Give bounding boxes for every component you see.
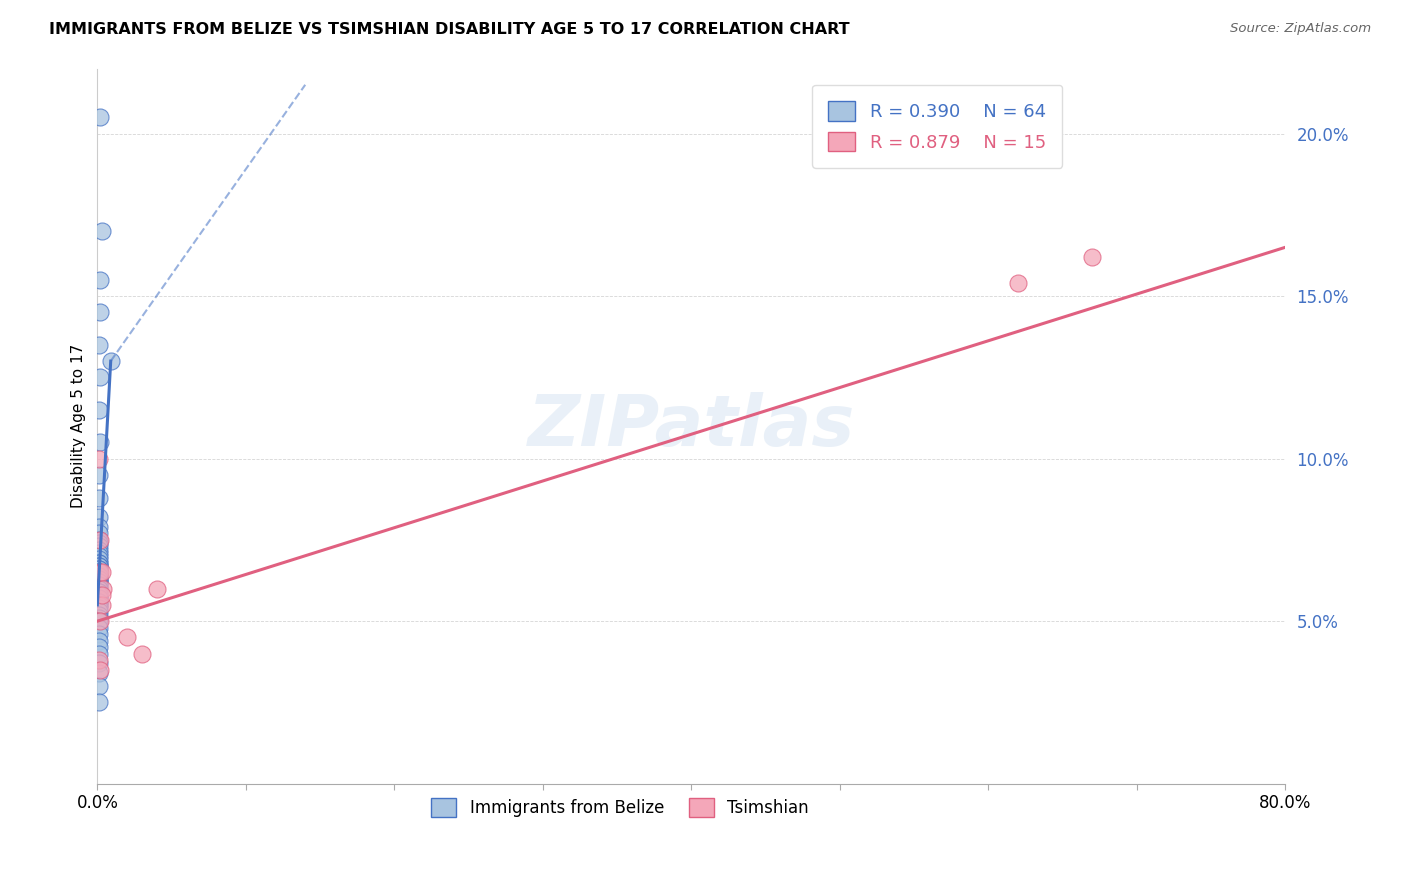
Point <box>87 540 110 554</box>
Point <box>87 562 110 576</box>
Point <box>87 552 110 566</box>
Point <box>87 627 110 641</box>
Point <box>87 582 110 596</box>
Point <box>87 588 110 602</box>
Point <box>87 467 110 482</box>
Point <box>89 370 111 384</box>
Point <box>145 582 167 596</box>
Point <box>87 614 110 628</box>
Text: ZIPatlas: ZIPatlas <box>527 392 855 460</box>
Point <box>89 663 111 677</box>
Point <box>87 657 110 671</box>
Point <box>87 582 110 596</box>
Point <box>1081 250 1104 264</box>
Point <box>87 640 110 655</box>
Point <box>87 575 110 590</box>
Point <box>90 588 112 602</box>
Point <box>87 566 110 580</box>
Point <box>87 566 110 580</box>
Point <box>87 558 110 573</box>
Point <box>87 491 110 505</box>
Point <box>87 546 110 560</box>
Point <box>89 110 111 124</box>
Point <box>131 647 153 661</box>
Point <box>90 224 112 238</box>
Point <box>87 451 110 466</box>
Point <box>115 631 138 645</box>
Point <box>87 572 110 586</box>
Text: IMMIGRANTS FROM BELIZE VS TSIMSHIAN DISABILITY AGE 5 TO 17 CORRELATION CHART: IMMIGRANTS FROM BELIZE VS TSIMSHIAN DISA… <box>49 22 849 37</box>
Legend: Immigrants from Belize, Tsimshian: Immigrants from Belize, Tsimshian <box>423 790 817 825</box>
Point <box>87 572 110 586</box>
Point <box>87 588 110 602</box>
Point <box>90 566 112 580</box>
Point <box>87 653 110 667</box>
Point <box>87 568 110 582</box>
Point <box>87 558 110 573</box>
Point <box>87 611 110 625</box>
Point <box>87 679 110 693</box>
Point <box>87 556 110 570</box>
Point <box>87 647 110 661</box>
Point <box>87 568 110 582</box>
Point <box>87 598 110 612</box>
Point <box>87 666 110 681</box>
Point <box>87 556 110 570</box>
Point <box>91 582 114 596</box>
Point <box>89 566 111 580</box>
Point <box>87 585 110 599</box>
Point <box>100 354 122 368</box>
Point <box>87 562 110 576</box>
Point <box>87 598 110 612</box>
Point <box>87 595 110 609</box>
Point <box>87 566 110 580</box>
Point <box>87 510 110 524</box>
Point <box>87 591 110 606</box>
Point <box>87 542 110 557</box>
Point <box>87 595 110 609</box>
Point <box>87 578 110 592</box>
Point <box>89 305 111 319</box>
Point <box>87 591 110 606</box>
Point <box>87 402 110 417</box>
Point <box>87 578 110 592</box>
Point <box>89 533 111 547</box>
Point <box>87 520 110 534</box>
Point <box>87 621 110 635</box>
Point <box>87 601 110 615</box>
Point <box>87 575 110 590</box>
Point <box>1007 276 1029 290</box>
Point <box>89 273 111 287</box>
Text: Source: ZipAtlas.com: Source: ZipAtlas.com <box>1230 22 1371 36</box>
Point <box>89 435 111 450</box>
Point <box>87 607 110 622</box>
Point <box>87 536 110 550</box>
Point <box>87 633 110 648</box>
Point <box>87 604 110 618</box>
Point <box>87 338 110 352</box>
Point <box>89 614 111 628</box>
Point <box>87 533 110 547</box>
Y-axis label: Disability Age 5 to 17: Disability Age 5 to 17 <box>72 344 86 508</box>
Point <box>87 526 110 541</box>
Point <box>87 585 110 599</box>
Point <box>90 598 112 612</box>
Point <box>87 549 110 564</box>
Point <box>87 696 110 710</box>
